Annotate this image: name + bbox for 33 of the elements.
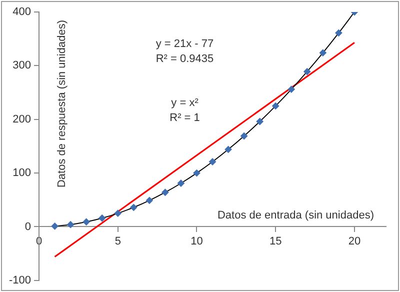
x-tick-label: 15 <box>269 235 282 248</box>
y-tick-label: 400 <box>12 6 32 18</box>
point <box>67 221 74 228</box>
point <box>98 214 106 222</box>
x-tick-label: 10 <box>190 235 203 248</box>
point <box>82 218 90 226</box>
point <box>335 29 342 36</box>
annotation: y = x² R² = 1 <box>170 96 200 124</box>
point <box>193 170 200 177</box>
y-axis-title: Datos de respuesta (sin unidades) <box>56 20 68 188</box>
x-tick-label: 20 <box>348 235 361 248</box>
point <box>319 49 326 56</box>
point <box>272 102 280 110</box>
point <box>162 188 169 196</box>
x-axis-title: Datos de entrada (sin unidades) <box>217 210 374 222</box>
y-tick-label: 0 <box>24 220 32 233</box>
y-tick-label: -100 <box>8 274 32 286</box>
y-tick-label: 300 <box>12 60 32 72</box>
point <box>288 86 295 93</box>
y-tick-label: 100 <box>12 167 32 180</box>
point <box>240 132 248 140</box>
point <box>114 210 122 217</box>
x-tick-label: 5 <box>114 235 121 248</box>
point <box>304 68 311 76</box>
point <box>256 118 264 126</box>
point <box>146 196 153 204</box>
point <box>224 146 232 153</box>
point <box>209 158 216 166</box>
point <box>130 204 138 211</box>
y-tick-label: 200 <box>12 113 32 126</box>
point <box>51 222 58 230</box>
annotation: y = 21x - 77 R² = 0.9435 <box>156 38 214 65</box>
point <box>177 180 184 187</box>
